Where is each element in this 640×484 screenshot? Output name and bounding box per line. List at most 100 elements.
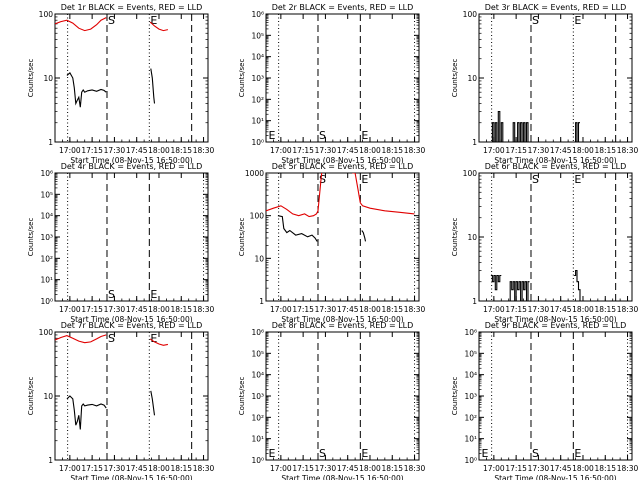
x-tick-label: 18:00 [572,464,594,473]
y-tick-label: 1 [472,138,477,147]
events-series-line [511,122,530,142]
y-tick-label: 1 [48,138,53,147]
panel-title: Det 6r BLACK = Events, RED = LLD [485,162,627,171]
lld-series-line [55,17,107,32]
panel-title: Det 2r BLACK = Events, RED = LLD [272,3,414,12]
lld-series-line [149,21,169,32]
x-tick-label: 18:15 [594,305,616,314]
x-tick-label: 17:30 [528,146,550,155]
panel-title: Det 5r BLACK = Events, RED = LLD [272,162,414,171]
x-axis-label: Start Time (08-Nov-15 16:50:00) [281,156,403,165]
marker-label-e: E [481,447,488,460]
plot-frame [265,172,420,302]
x-tick-label: 17:45 [337,464,359,473]
x-tick-label: 17:00 [59,146,81,155]
y-tick-label: 10 [254,254,264,263]
y-tick-label: 10⁵ [40,190,53,199]
x-tick-label: 17:45 [126,464,148,473]
x-axis-label: Start Time (08-Nov-15 16:50:00) [70,156,192,165]
lld-series-line [149,338,169,346]
y-tick-label: 10⁶ [40,169,53,178]
events-series-line [508,281,530,301]
marker-label-e: E [150,332,157,345]
y-tick-label: 10¹ [251,117,264,126]
y-tick-label: 10 [467,74,477,83]
x-tick-label: 17:15 [505,146,527,155]
y-tick-label: 10³ [464,392,477,401]
panel-title: Det 1r BLACK = Events, RED = LLD [61,3,203,12]
events-series-line [574,122,580,142]
y-tick-label: 10⁴ [464,371,477,380]
x-tick-label: 18:30 [193,464,215,473]
y-tick-label: 10 [43,392,53,401]
x-tick-label: 17:45 [126,146,148,155]
x-tick-label: 18:30 [404,464,426,473]
x-tick-label: 17:30 [104,305,126,314]
y-tick-label: 10² [40,254,53,263]
x-tick-label: 18:30 [193,146,215,155]
events-series-line [150,390,156,416]
y-axis-label: Counts/sec [27,59,35,98]
x-tick-label: 17:15 [81,305,103,314]
y-axis-label: Counts/sec [451,377,459,416]
x-tick-label: 17:00 [270,146,292,155]
y-tick-label: 10⁰ [464,456,477,465]
y-axis-label: Counts/sec [451,218,459,257]
y-axis-label: Counts/sec [238,377,246,416]
events-series-line [490,274,502,291]
y-axis-label: Counts/sec [27,377,35,416]
marker-label-e: E [150,288,157,301]
events-series-line [277,215,318,242]
marker-label-s: S [532,173,539,186]
x-tick-label: 17:00 [59,305,81,314]
x-tick-label: 17:00 [270,464,292,473]
x-tick-label: 18:00 [359,305,381,314]
events-series-line [490,110,505,142]
x-tick-label: 18:00 [572,305,594,314]
x-tick-label: 18:30 [193,305,215,314]
marker-label-e: E [268,447,275,460]
x-tick-label: 17:00 [483,146,505,155]
x-tick-label: 17:30 [528,464,550,473]
x-tick-label: 17:15 [292,305,314,314]
marker-label-s: S [108,288,115,301]
y-tick-label: 10⁵ [251,31,264,40]
x-tick-label: 17:00 [483,305,505,314]
x-tick-label: 17:45 [550,464,572,473]
x-tick-label: 17:15 [505,464,527,473]
y-axis-label: Counts/sec [238,218,246,257]
x-tick-label: 17:15 [505,305,527,314]
x-tick-label: 17:00 [483,464,505,473]
x-tick-label: 18:15 [170,464,192,473]
x-tick-label: 17:15 [81,146,103,155]
y-tick-label: 100 [463,169,478,178]
y-tick-label: 10⁶ [251,328,264,337]
y-tick-label: 100 [39,328,54,337]
x-tick-label: 18:15 [594,464,616,473]
x-tick-label: 17:30 [315,146,337,155]
y-tick-label: 10³ [251,74,264,83]
y-axis-label: Counts/sec [451,59,459,98]
events-series-line [66,395,107,430]
marker-label-e: E [361,129,368,142]
x-axis-label: Start Time (08-Nov-15 16:50:00) [281,315,403,324]
x-axis-label: Start Time (08-Nov-15 16:50:00) [494,315,616,324]
x-tick-label: 18:00 [148,464,170,473]
x-tick-label: 18:00 [572,146,594,155]
x-tick-label: 17:45 [337,146,359,155]
x-axis-label: Start Time (08-Nov-15 16:50:00) [70,315,192,324]
y-tick-label: 1 [48,456,53,465]
x-tick-label: 17:45 [126,305,148,314]
y-tick-label: 10³ [40,233,53,242]
x-tick-label: 18:30 [617,464,639,473]
events-series-line [574,269,582,301]
y-tick-label: 10² [464,413,477,422]
marker-label-e: E [361,173,368,186]
detector-panel-6: Det 6r BLACK = Events, RED = LLD 17:00 17:… [451,162,639,324]
x-axis-label: Start Time (08-Nov-15 16:50:00) [494,474,616,480]
detector-panel-2: Det 2r BLACK = Events, RED = LLD 17:00 17:… [238,3,426,165]
x-tick-label: 18:15 [381,464,403,473]
